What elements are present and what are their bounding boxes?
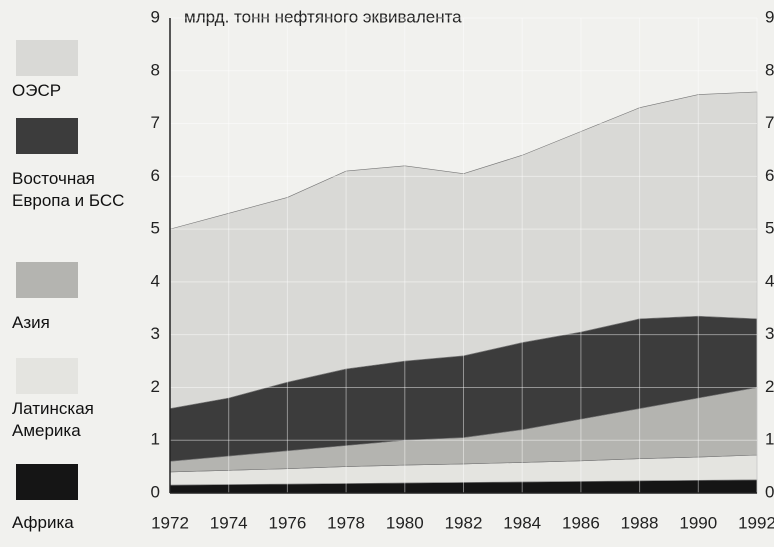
y-tick-label-right: 3 bbox=[765, 324, 774, 343]
y-tick-label: 4 bbox=[151, 271, 160, 290]
y-tick-label: 9 bbox=[151, 7, 160, 26]
legend-label: ОЭСР bbox=[12, 81, 62, 100]
y-tick-label: 6 bbox=[151, 166, 160, 185]
legend-label: Азия bbox=[12, 313, 50, 332]
legend-swatch bbox=[16, 358, 78, 394]
y-tick-label: 7 bbox=[151, 113, 160, 132]
y-tick-label-right: 5 bbox=[765, 219, 774, 238]
y-tick-label-right: 9 bbox=[765, 7, 774, 26]
y-tick-label-right: 6 bbox=[765, 166, 774, 185]
y-tick-label-right: 0 bbox=[765, 482, 774, 501]
y-tick-label: 0 bbox=[151, 482, 160, 501]
legend-label: Африка bbox=[12, 513, 74, 532]
x-tick-label: 1984 bbox=[503, 513, 541, 532]
y-tick-label: 2 bbox=[151, 377, 160, 396]
y-tick-label-right: 1 bbox=[765, 430, 774, 449]
y-tick-label: 3 bbox=[151, 324, 160, 343]
area bbox=[169, 91, 758, 409]
y-tick-label: 8 bbox=[151, 60, 160, 79]
chart-title: млрд. тонн нефтяного эквивалента bbox=[184, 7, 462, 26]
x-tick-label: 1986 bbox=[562, 513, 600, 532]
y-tick-label: 1 bbox=[151, 430, 160, 449]
legend-swatch bbox=[16, 464, 78, 500]
legend-swatch bbox=[16, 118, 78, 154]
x-tick-label: 1982 bbox=[445, 513, 483, 532]
legend-swatch bbox=[16, 262, 78, 298]
x-tick-label: 1988 bbox=[621, 513, 659, 532]
legend-label: Восточная Европа и БСС bbox=[12, 169, 125, 210]
x-tick-label: 1990 bbox=[679, 513, 717, 532]
x-tick-label: 1980 bbox=[386, 513, 424, 532]
y-tick-label-right: 7 bbox=[765, 113, 774, 132]
y-tick-label-right: 8 bbox=[765, 60, 774, 79]
legend-label: Латинская Америка bbox=[12, 399, 94, 440]
x-tick-label: 1992 bbox=[738, 513, 774, 532]
y-tick-label-right: 4 bbox=[765, 271, 774, 290]
y-tick-label-right: 2 bbox=[765, 377, 774, 396]
x-tick-label: 1974 bbox=[210, 513, 248, 532]
x-tick-label: 1978 bbox=[327, 513, 365, 532]
y-tick-label: 5 bbox=[151, 219, 160, 238]
legend-swatch bbox=[16, 40, 78, 76]
x-tick-label: 1976 bbox=[268, 513, 306, 532]
x-tick-label: 1972 bbox=[151, 513, 189, 532]
